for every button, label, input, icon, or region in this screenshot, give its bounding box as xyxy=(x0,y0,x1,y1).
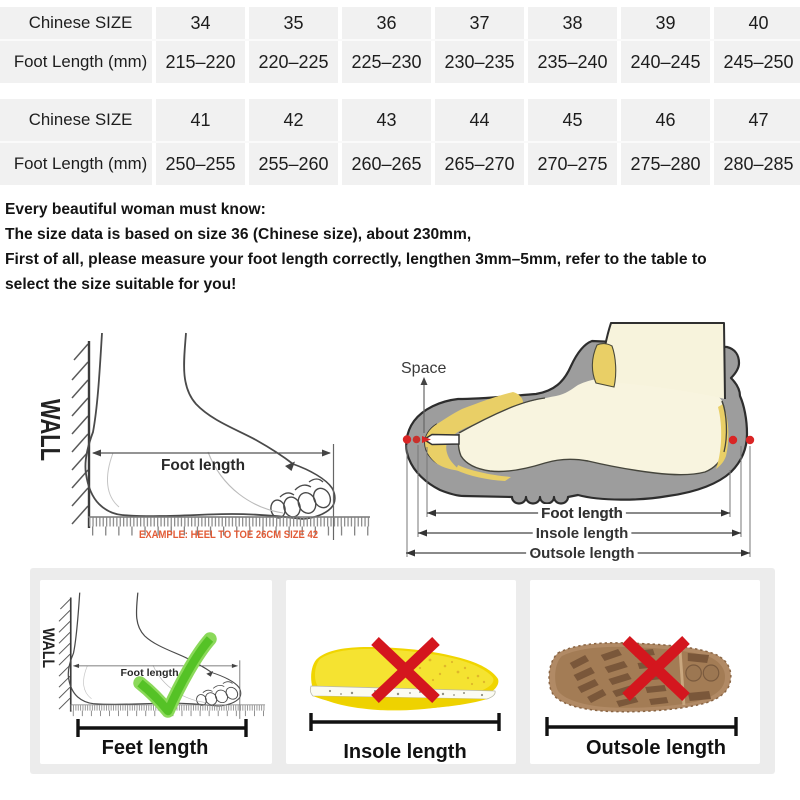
svg-text:Outsole length: Outsole length xyxy=(530,545,635,562)
svg-text:Feet length: Feet length xyxy=(102,737,209,759)
svg-text:Insole length: Insole length xyxy=(536,525,629,542)
svg-text:Insole length: Insole length xyxy=(343,741,466,763)
svg-text:Outsole length: Outsole length xyxy=(586,737,726,759)
svg-text:Insole length: Insole length xyxy=(536,525,629,542)
svg-text:EXAMPLE: HEEL TO TOE 26CM SIZE: EXAMPLE: HEEL TO TOE 26CM SIZE 42 xyxy=(139,529,318,541)
svg-text:WALL: WALL xyxy=(39,628,58,668)
svg-text:Outsole length: Outsole length xyxy=(530,545,635,562)
svg-text:Foot length: Foot length xyxy=(541,505,623,522)
svg-text:WALL: WALL xyxy=(35,399,66,461)
svg-text:Foot length: Foot length xyxy=(541,505,623,522)
svg-text:Space: Space xyxy=(401,360,446,377)
